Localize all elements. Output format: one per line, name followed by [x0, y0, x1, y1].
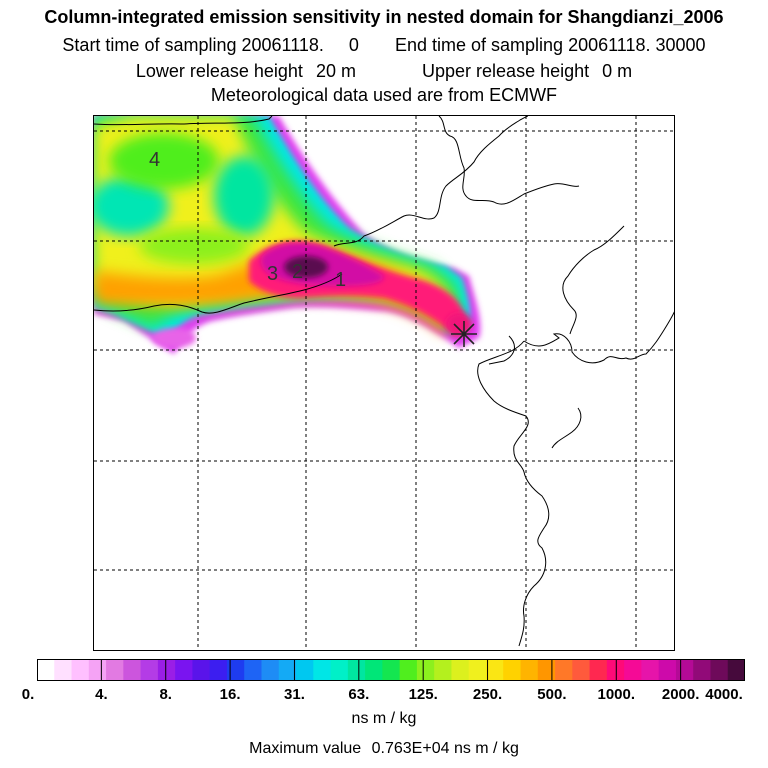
contour-label-3: 3 [267, 263, 278, 285]
colorbar-swatch [416, 659, 435, 681]
colorbar [37, 659, 746, 681]
colorbar-swatch [537, 659, 556, 681]
plume-interior-green-3 [139, 228, 249, 264]
colorbar-swatch [261, 659, 280, 681]
upper-release-label: Upper release height [422, 61, 590, 81]
colorbar-swatch [347, 659, 366, 681]
release-point-star-icon [451, 321, 477, 347]
colorbar-swatch [313, 659, 332, 681]
colorbar-tick-label: 1000. [597, 686, 636, 703]
colorbar-swatch [244, 659, 263, 681]
legend-units: ns m / kg [351, 710, 417, 727]
plume-receptor-pink [446, 313, 472, 335]
colorbar-swatch [209, 659, 228, 681]
contour-label-2: 2 [292, 261, 303, 283]
colorbar-swatch [710, 659, 729, 681]
colorbar-swatch [88, 659, 107, 681]
colorbar-swatch [503, 659, 522, 681]
colorbar-swatch [54, 659, 73, 681]
grid [94, 116, 674, 650]
plume-field [94, 116, 481, 354]
colorbar-swatch [278, 659, 297, 681]
coastlines [94, 116, 674, 647]
colorbar-swatch [572, 659, 591, 681]
map-title: Column-integrated emission sensitivity i… [44, 7, 724, 27]
colorbar-tick-label: 250. [472, 686, 503, 703]
plume-tail [152, 328, 196, 348]
colorbar-tick-label: 16. [219, 686, 241, 703]
colorbar-swatch [296, 659, 314, 681]
colorbar-swatch [192, 659, 211, 681]
colorbar-tick-label: 31. [284, 686, 305, 703]
contour-label-1: 1 [335, 269, 346, 291]
colorbar-swatch [399, 659, 418, 681]
plume-interior-green-1 [109, 133, 219, 189]
colorbar-tick-label: 2000. [661, 686, 700, 703]
colorbar-tick-label: 500. [537, 686, 567, 703]
sampling-end-value: 20061118. 30000 [568, 35, 706, 55]
coastline-east [523, 311, 674, 364]
coastline-korea [477, 340, 550, 647]
sampling-start-label: Start time of sampling [62, 35, 237, 55]
plume-interior-green-2 [214, 156, 274, 236]
colorbar-tick-label: 0. [21, 686, 35, 703]
colorbar-swatch [520, 659, 539, 681]
colorbar-swatch [157, 659, 176, 681]
colorbar-swatch [727, 659, 746, 681]
colorbar-swatch [71, 659, 90, 681]
sampling-start-value: 20061118. 0 [241, 35, 359, 55]
colorbar-swatch [555, 659, 573, 681]
colorbar-tick-label: 4. [95, 686, 108, 703]
colorbar-tick-label: 125. [408, 686, 438, 703]
colorbar-tick-label: 63. [348, 686, 370, 703]
colorbar-swatch [451, 659, 470, 681]
met-data-note: Meteorological data used are from ECMWF [210, 85, 558, 105]
colorbar-swatch [140, 659, 159, 681]
colorbar-swatch [658, 659, 677, 681]
colorbar-swatch [106, 659, 124, 681]
maximum-value-number: 0.763E+04 ns m / kg [371, 740, 519, 757]
colorbar-border [37, 659, 745, 681]
coastline-north [94, 116, 273, 126]
colorbar-swatch [226, 659, 245, 681]
colorbar-swatch [434, 659, 453, 681]
colorbar-swatch [37, 659, 55, 681]
colorbar-swatch [624, 659, 642, 681]
sampling-times: Start time of sampling 20061118. 0 End t… [0, 34, 768, 56]
maximum-value: Maximum value 0.763E+04 ns m / kg [0, 740, 768, 758]
map-canvas: 4 3 2 1 [94, 116, 674, 650]
sensitivity-map: 4 3 2 1 [93, 115, 675, 651]
colorbar-swatch [365, 659, 383, 681]
colorbar-tick-label: 4000. [705, 686, 743, 703]
colorbar-swatch [641, 659, 660, 681]
lower-release-label: Lower release height [135, 61, 303, 81]
coastline-peninsula [438, 116, 580, 205]
coastline-bay [333, 116, 529, 247]
colorbar-swatch [485, 659, 504, 681]
sampling-end-label: End time of sampling [394, 35, 564, 55]
colorbar-swatch [693, 659, 712, 681]
colorbar-swatch [330, 659, 349, 681]
release-heights: Lower release height 20 m Upper release … [0, 60, 768, 82]
upper-release-value: 0 m [602, 61, 633, 81]
maximum-value-label: Maximum value [249, 740, 362, 757]
coastline-south-left [488, 335, 515, 365]
plume-interior-cyan [94, 176, 169, 236]
colorbar-swatch [123, 659, 142, 681]
colorbar-swatch [675, 659, 694, 681]
coastline-china [94, 273, 343, 314]
colorbar-tick-label: 8. [159, 686, 172, 703]
colorbar-swatch [468, 659, 487, 681]
coastline-south-right [551, 407, 582, 449]
colorbar-swatch [589, 659, 608, 681]
lower-release-value: 20 m [315, 61, 356, 81]
contour-label-4: 4 [149, 149, 160, 171]
colorbar-swatch [175, 659, 194, 681]
colorbar-swatch [382, 659, 401, 681]
coastline-southeast [562, 225, 625, 335]
